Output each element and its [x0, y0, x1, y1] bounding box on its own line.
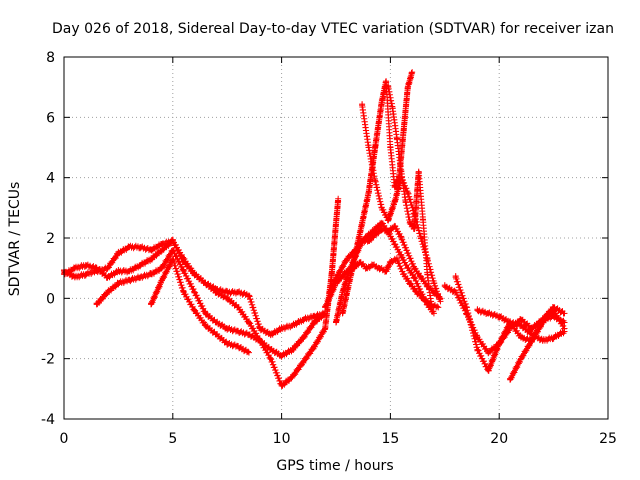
x-tick-label: 20 [490, 431, 508, 447]
y-tick-label: 6 [46, 110, 55, 126]
y-tick-label: 4 [46, 171, 55, 187]
y-tick-label: 8 [46, 50, 55, 66]
y-tick-label: 0 [46, 291, 55, 307]
axis-ticks: 0 5 10 15 20 25 -4 -2 0 2 4 6 8 [41, 50, 617, 447]
series-markers [359, 101, 444, 303]
x-tick-label: 0 [60, 431, 69, 447]
series-track-n [507, 304, 568, 383]
x-tick-label: 25 [599, 431, 617, 447]
series-track-b [61, 195, 342, 389]
y-axis-label: SDTVAR / TECUs [7, 182, 23, 297]
y-tick-label: -4 [41, 412, 55, 428]
series-markers [322, 254, 441, 311]
series-markers [148, 257, 251, 356]
series-track-j [385, 83, 435, 311]
series-track-f [326, 222, 444, 302]
data-markers [61, 69, 568, 389]
series-markers [326, 223, 443, 301]
series-track-d [148, 256, 252, 356]
series-track-a [61, 236, 329, 339]
x-tick-label: 10 [273, 431, 291, 447]
x-tick-label: 5 [168, 431, 177, 447]
series-markers [385, 83, 435, 311]
series-track-c [93, 247, 329, 360]
plot-frame [63, 56, 609, 420]
y-tick-label: 2 [46, 231, 55, 247]
series-track-i [359, 101, 444, 305]
x-tick-label: 15 [381, 431, 399, 447]
y-tick-label: -2 [41, 352, 55, 368]
series-markers [93, 247, 328, 360]
chart-title: Day 026 of 2018, Sidereal Day-to-day VTE… [52, 21, 614, 37]
x-axis-label: GPS time / hours [276, 458, 393, 474]
series-markers [507, 304, 567, 383]
